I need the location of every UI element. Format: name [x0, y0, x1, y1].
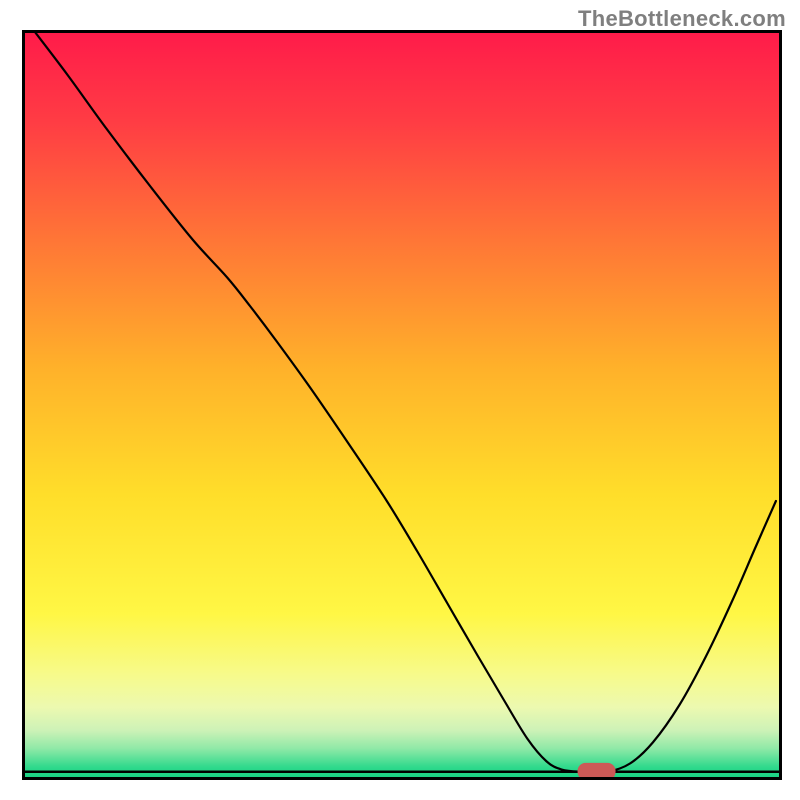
watermark-text: TheBottleneck.com — [578, 6, 786, 32]
chart-svg — [0, 0, 800, 800]
gradient-background — [24, 32, 781, 779]
chart-root: TheBottleneck.com — [0, 0, 800, 800]
